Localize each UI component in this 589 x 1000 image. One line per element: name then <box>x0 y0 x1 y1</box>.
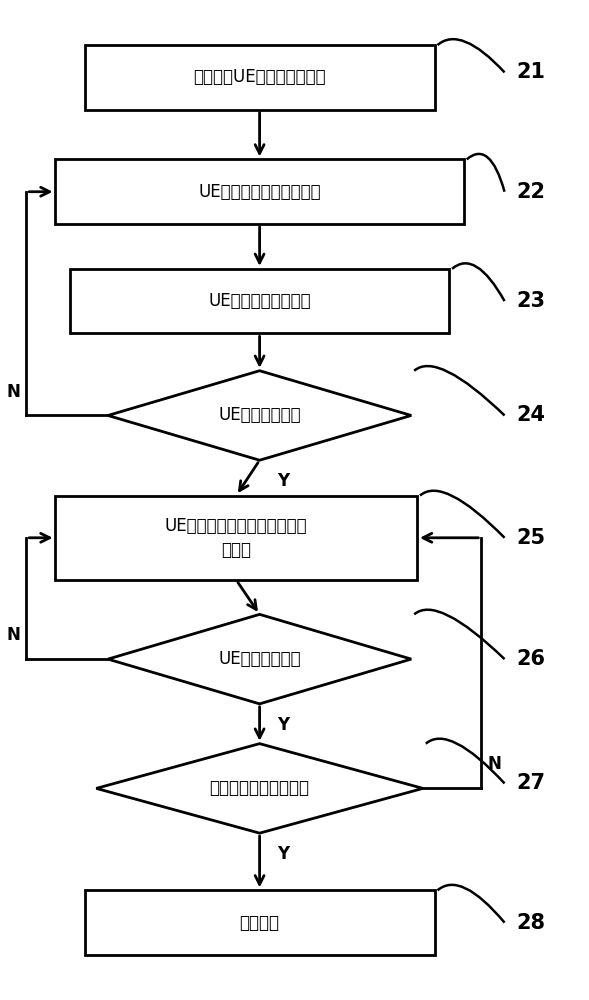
Text: UE进入活跃区域: UE进入活跃区域 <box>219 406 301 424</box>
Text: N: N <box>487 755 501 773</box>
Text: UE搜索信号，并实时监控: UE搜索信号，并实时监控 <box>198 183 321 201</box>
Text: N: N <box>6 383 21 401</box>
Text: 21: 21 <box>516 62 545 82</box>
Text: 25: 25 <box>516 528 545 548</box>
Text: UE进入活跃区域: UE进入活跃区域 <box>219 650 301 668</box>
Text: 宏基站给UE配置初始化信息: 宏基站给UE配置初始化信息 <box>193 68 326 86</box>
Polygon shape <box>96 744 423 833</box>
Text: 26: 26 <box>516 649 545 669</box>
Text: 22: 22 <box>516 182 545 202</box>
Text: N: N <box>6 626 21 644</box>
Text: UE进行切换类型判决: UE进行切换类型判决 <box>209 292 311 310</box>
FancyBboxPatch shape <box>55 496 417 580</box>
FancyBboxPatch shape <box>85 890 435 955</box>
Text: 28: 28 <box>516 913 545 933</box>
FancyBboxPatch shape <box>70 269 449 333</box>
Text: 执行切换: 执行切换 <box>240 914 280 932</box>
FancyBboxPatch shape <box>85 45 435 110</box>
Text: Y: Y <box>277 472 289 490</box>
Text: 是否满足触发切换条件: 是否满足触发切换条件 <box>210 779 310 797</box>
FancyBboxPatch shape <box>55 159 464 224</box>
Text: 23: 23 <box>516 291 545 311</box>
Text: Y: Y <box>277 716 289 734</box>
Text: UE进行预触发处理，确定触发
切换点: UE进行预触发处理，确定触发 切换点 <box>165 517 307 559</box>
Polygon shape <box>108 371 411 460</box>
Text: Y: Y <box>277 845 289 863</box>
Text: 24: 24 <box>516 405 545 425</box>
Text: 27: 27 <box>516 773 545 793</box>
Polygon shape <box>108 614 411 704</box>
